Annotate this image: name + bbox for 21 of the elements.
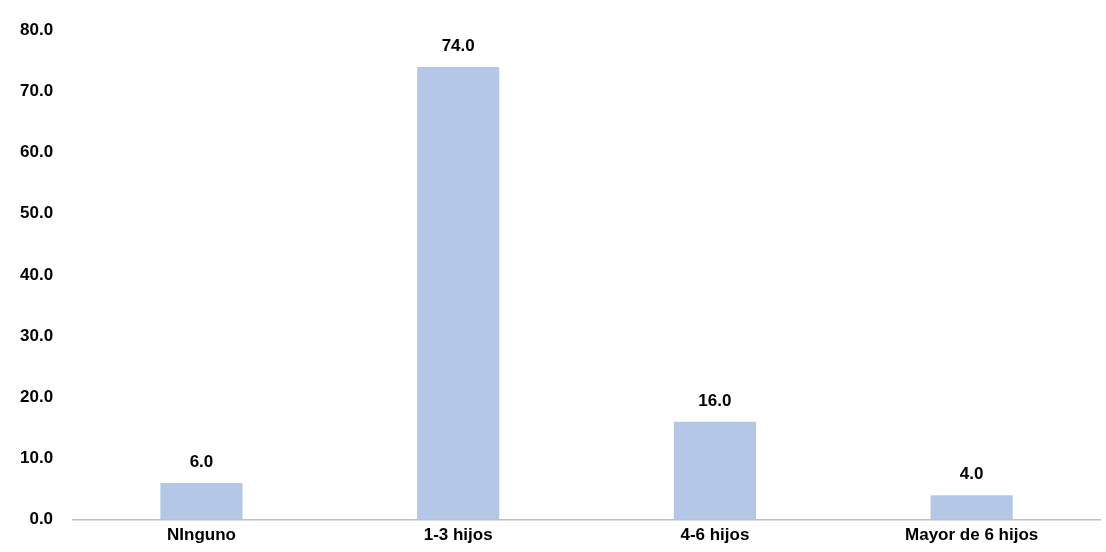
bar [930, 495, 1013, 520]
data-label: 74.0 [441, 36, 475, 56]
y-tick-label: 70.0 [19, 81, 54, 101]
data-label: 6.0 [189, 452, 214, 472]
y-tick-label: 80.0 [19, 19, 54, 39]
x-tick-label: NInguno [166, 525, 236, 545]
y-tick-label: 30.0 [19, 325, 54, 345]
y-tick-label: 10.0 [19, 448, 54, 468]
x-tick-label: Mayor de 6 hijos [905, 525, 1039, 545]
y-tick-label: 60.0 [19, 142, 54, 162]
data-label: 16.0 [698, 390, 732, 410]
bar [417, 66, 500, 520]
x-tick-label: 1-3 hijos [423, 525, 493, 545]
bar [160, 482, 243, 520]
y-tick-label: 50.0 [19, 203, 54, 223]
y-tick-label: 20.0 [19, 386, 54, 406]
bar [673, 421, 756, 520]
data-label: 4.0 [959, 464, 984, 484]
x-tick-label: 4-6 hijos [680, 525, 750, 545]
y-tick-label: 40.0 [19, 264, 54, 284]
y-tick-label: 0.0 [29, 509, 54, 529]
